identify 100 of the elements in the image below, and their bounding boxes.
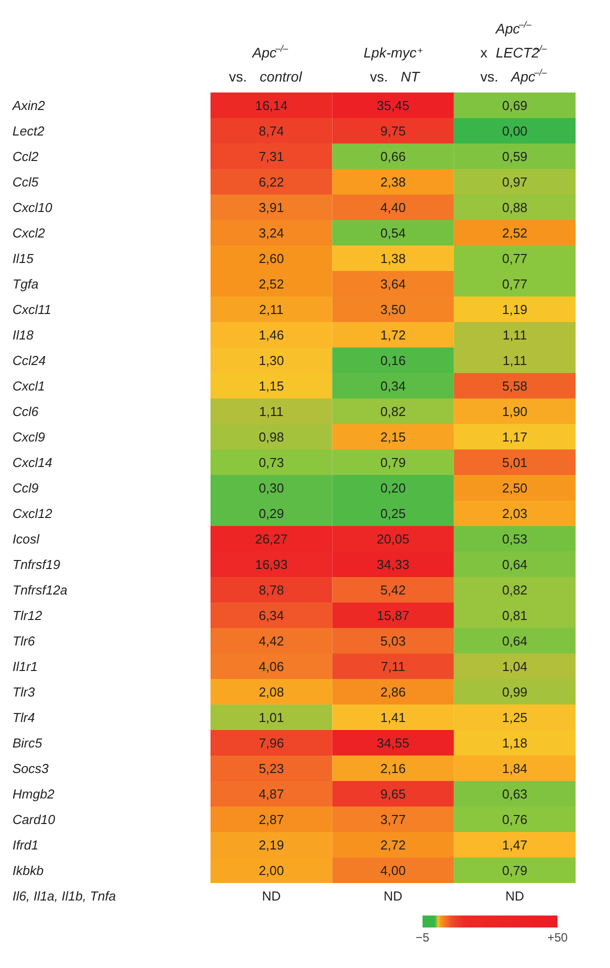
data-label: 0,16 — [380, 352, 406, 368]
data-label: 5,03 — [380, 633, 406, 648]
y-tick-label: Tgfa — [12, 276, 39, 292]
data-label: 20,05 — [376, 531, 410, 546]
data-label: 9,75 — [380, 123, 406, 138]
data-label: 0,63 — [502, 786, 528, 802]
text: ND — [384, 888, 402, 904]
y-tick-label: Lect2 — [12, 123, 46, 138]
data-label: 2,86 — [380, 684, 406, 700]
data-label: 1,46 — [258, 327, 284, 342]
data-label: 0,30 — [258, 480, 284, 496]
data-label: 6,34 — [258, 608, 284, 623]
data-label: 0,76 — [502, 812, 528, 827]
data-label: 1,25 — [502, 710, 528, 725]
y-tick-label: Il1r1 — [12, 658, 38, 674]
y-tick-label: Ccl6 — [12, 404, 40, 419]
y-tick-label: Tlr3 — [12, 684, 36, 700]
data-label: 0,73 — [258, 454, 284, 470]
data-label: 8,74 — [258, 123, 284, 138]
data-label: 3,24 — [258, 225, 284, 240]
data-label: 0,34 — [380, 378, 406, 394]
y-tick-label: Ccl9 — [12, 480, 39, 496]
y-tick-label: Tnfrsf12a — [12, 582, 68, 598]
data-label: 8,78 — [258, 582, 284, 598]
data-label: 1,19 — [502, 302, 528, 317]
data-label: 5,23 — [258, 760, 284, 776]
data-label: 3,50 — [380, 302, 406, 317]
data-label: 1,17 — [502, 429, 528, 444]
data-label: 2,00 — [258, 862, 284, 878]
y-tick-label: Socs3 — [12, 760, 50, 776]
data-label: 16,14 — [255, 98, 288, 113]
data-label: 1,47 — [502, 837, 528, 852]
y-tick-label: Cxcl10 — [12, 200, 54, 215]
data-label: 7,96 — [258, 735, 284, 750]
y-tick-label: Birc5 — [12, 735, 43, 750]
y-tick-label: Il18 — [12, 327, 34, 342]
data-label: 1,90 — [502, 404, 528, 419]
data-label: 4,87 — [258, 786, 284, 802]
data-label: 1,11 — [259, 404, 284, 419]
y-tick-label: Cxcl11 — [12, 302, 52, 317]
data-label: 9,65 — [380, 786, 406, 802]
data-label: 2,19 — [258, 837, 284, 852]
y-tick-label: Cxcl12 — [12, 506, 54, 521]
data-label: 2,38 — [380, 174, 406, 190]
y-tick-label: Tlr12 — [12, 608, 43, 623]
data-label: 1,11 — [502, 327, 527, 342]
data-label: 2,52 — [258, 276, 284, 292]
data-label: 1,72 — [380, 327, 406, 342]
category-label: Apc–/– vs. control — [229, 44, 302, 84]
y-tick-label: Il15 — [12, 250, 34, 266]
data-label: 1,30 — [258, 352, 284, 368]
data-label: 2,08 — [258, 684, 284, 700]
data-label: 0,25 — [380, 506, 406, 521]
data-label: 2,52 — [502, 225, 528, 240]
y-tick-label: Ccl24 — [12, 352, 46, 368]
text: ND — [505, 888, 524, 904]
data-label: 5,42 — [380, 582, 406, 598]
data-label: 2,16 — [380, 760, 406, 776]
data-label: 4,00 — [380, 862, 406, 878]
data-label: 0,79 — [502, 862, 528, 878]
data-label: 2,15 — [380, 429, 406, 444]
y-tick-label: Cxcl2 — [12, 225, 46, 240]
data-label: 15,87 — [376, 608, 410, 623]
data-label: 0,82 — [380, 404, 406, 419]
y-tick-label: Cxcl9 — [12, 429, 46, 444]
data-label: 7,31 — [258, 148, 284, 164]
data-label: 0,00 — [502, 123, 528, 138]
data-label: 4,42 — [258, 633, 284, 648]
y-tick-label: Hmgb2 — [12, 786, 56, 802]
data-label: 0,77 — [502, 250, 528, 266]
data-label: 0,69 — [502, 98, 528, 113]
data-label: 0,77 — [502, 276, 528, 292]
y-tick-label: Axin2 — [12, 98, 46, 113]
data-label: 1,01 — [258, 710, 284, 725]
data-label: 1,18 — [502, 735, 528, 750]
data-label: 0,54 — [380, 225, 406, 240]
data-label: 1,11 — [502, 352, 527, 368]
data-label: 2,60 — [258, 250, 284, 266]
data-label: 0,99 — [502, 684, 528, 700]
y-tick-label: Tnfrsf19 — [12, 556, 60, 572]
data-label: 5,58 — [502, 378, 528, 394]
data-label: 0,29 — [258, 506, 284, 521]
data-label: 1,84 — [502, 760, 528, 776]
data-label: 0,81 — [502, 608, 528, 623]
data-label: 6,22 — [258, 174, 284, 190]
data-label: 0,64 — [502, 633, 528, 648]
data-label: 34,55 — [376, 735, 410, 750]
data-label: 0,66 — [380, 148, 406, 164]
y-tick-label: Ikbkb — [12, 862, 44, 878]
data-label: 2,11 — [259, 302, 284, 317]
data-label: 0,20 — [380, 480, 406, 496]
color-bar-label: −5 — [416, 930, 430, 944]
data-label: 0,98 — [258, 429, 284, 444]
data-label: 5,01 — [502, 454, 528, 470]
data-label: 4,06 — [258, 658, 284, 674]
y-tick-label: Il6, Il1a, Il1b, Tnfa — [12, 888, 116, 904]
y-tick-label: Ifrd1 — [12, 837, 39, 852]
data-label: 0,97 — [502, 174, 528, 190]
data-label: 7,11 — [380, 658, 406, 674]
data-label: 2,50 — [502, 480, 528, 496]
